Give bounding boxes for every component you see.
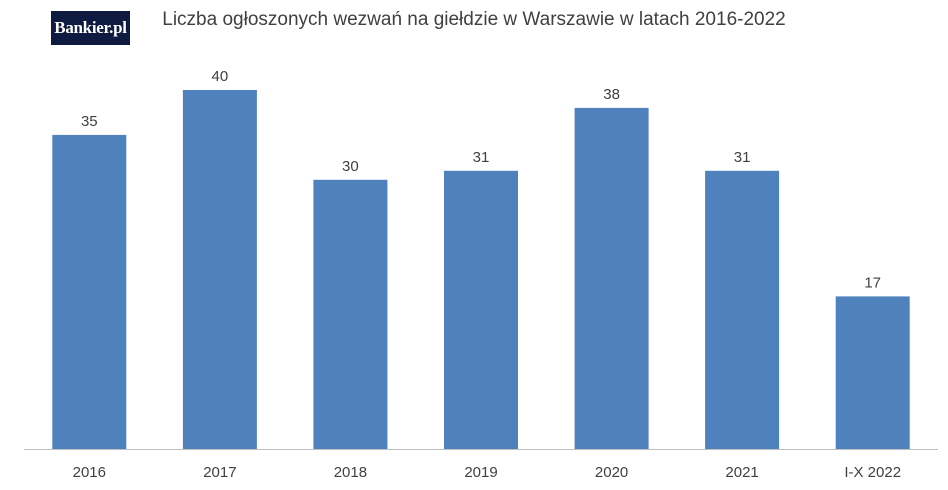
x-tick-label: 2018 [334,464,367,481]
x-tick-label: 2017 [203,464,236,481]
x-tick-label: 2020 [595,464,628,481]
bar-2019 [444,170,518,450]
data-label: 17 [864,274,881,291]
bar-2016 [52,134,127,449]
bar-2018 [313,179,388,450]
bar-2021 [705,170,780,450]
data-label: 35 [81,113,98,130]
x-tick-label: 2021 [725,464,758,481]
bar-i-x-2022 [835,296,910,449]
bars-group: 35 40 30 31 38 31 17 [52,68,910,450]
data-label: 38 [603,86,620,103]
bar-2020 [574,107,649,450]
data-label: 31 [473,149,490,166]
data-label: 40 [212,68,229,85]
bar-2017 [182,90,257,449]
logo-text: Bankier.pl [54,18,127,37]
data-label: 30 [342,158,359,175]
chart-title: Liczba ogłoszonych wezwań na giełdzie w … [162,9,786,30]
x-tick-label: 2016 [73,464,106,481]
bankier-logo: Bankier.pl [51,11,130,45]
x-tick-label: 2019 [464,464,497,481]
x-tick-labels: 2016 2017 2018 2019 2020 2021 I-X 2022 [73,464,901,481]
data-label: 31 [734,149,751,166]
x-tick-label: I-X 2022 [844,464,901,481]
